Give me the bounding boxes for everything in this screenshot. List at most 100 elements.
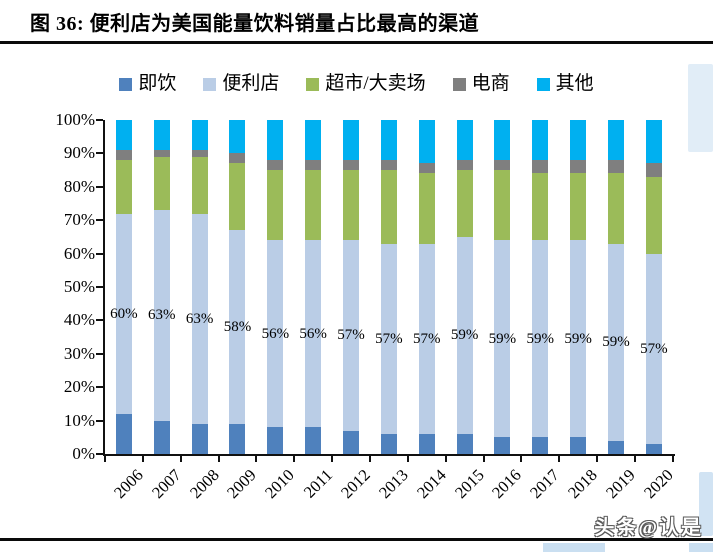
bar-segment-supermarket-hypermarket: [267, 170, 284, 241]
bar-segment-supermarket-hypermarket: [229, 163, 246, 231]
bar-segment-other: [532, 120, 549, 161]
bar-segment-other: [191, 120, 208, 151]
bar-segment-ecommerce: [532, 160, 549, 174]
x-axis-label: 2009: [223, 465, 261, 503]
bar-segment-convenience-store: [456, 236, 473, 434]
x-axis-label: 2017: [526, 465, 564, 503]
y-tick: [96, 286, 103, 288]
x-axis-label: 2006: [109, 465, 147, 503]
x-tick: [406, 456, 409, 462]
y-tick-label: 70%: [63, 210, 95, 230]
bar-segment-ready-to-drink: [305, 427, 322, 454]
x-axis-label: 2014: [412, 465, 450, 503]
legend-item-supermarket-hypermarket: 超市/大卖场: [306, 73, 426, 95]
bar-segment-other: [570, 120, 587, 161]
bar-segment-supermarket-hypermarket: [645, 176, 662, 254]
bar-segment-convenience-store: [153, 210, 170, 421]
bar-segment-supermarket-hypermarket: [305, 170, 322, 241]
x-axis-line: [103, 454, 675, 456]
y-tick: [96, 119, 103, 121]
bar-segment-ready-to-drink: [532, 437, 549, 454]
bottom-divider-line: [0, 538, 713, 541]
bar-value-label: 58%: [223, 319, 252, 336]
bar-value-label: 59%: [564, 330, 592, 347]
bar-segment-convenience-store: [532, 240, 549, 438]
bar-segment-ready-to-drink: [380, 433, 397, 454]
bar-segment-other: [305, 120, 322, 161]
bar-segment-other: [494, 120, 511, 161]
x-tick: [596, 456, 599, 462]
y-tick: [96, 319, 103, 322]
x-axis-label: 2015: [450, 465, 488, 503]
bar-value-label: 60%: [110, 305, 138, 322]
y-tick-label: 100%: [55, 110, 95, 129]
watermark-fragment: [688, 64, 713, 152]
bar-segment-ready-to-drink: [494, 437, 511, 454]
bar-segment-convenience-store: [191, 213, 208, 424]
bar-value-label: 57%: [640, 340, 668, 357]
watermark-fragment: [689, 543, 713, 552]
y-tick: [96, 219, 103, 222]
y-tick: [96, 386, 103, 389]
bar-segment-supermarket-hypermarket: [418, 173, 435, 244]
bar-segment-other: [456, 120, 473, 161]
legend-swatch-icon: [306, 77, 320, 91]
watermark-text: 头条@认是: [594, 517, 703, 539]
x-tick: [368, 456, 371, 462]
bar-segment-other: [418, 120, 435, 164]
x-axis-label: 2007: [147, 465, 185, 503]
x-axis-label: 2016: [488, 465, 526, 503]
bar-segment-ecommerce: [229, 153, 246, 164]
legend-swatch-icon: [452, 77, 466, 91]
bar-value-label: 56%: [261, 325, 290, 342]
bar-segment-convenience-store: [380, 243, 397, 434]
y-tick-label: 40%: [63, 310, 95, 330]
bar-value-label: 57%: [337, 327, 365, 344]
bar-segment-other: [115, 120, 132, 151]
bar-segment-supermarket-hypermarket: [494, 170, 511, 241]
y-tick-label: 20%: [63, 377, 95, 397]
bar-segment-supermarket-hypermarket: [607, 173, 624, 244]
y-tick: [96, 152, 103, 155]
bar-segment-ready-to-drink: [267, 427, 284, 454]
watermark-fragment: [543, 543, 605, 552]
bar-segment-convenience-store: [343, 240, 360, 431]
bar-segment-supermarket-hypermarket: [570, 173, 587, 241]
legend-item-ready-to-drink: 即饮: [119, 73, 176, 95]
y-tick: [96, 419, 103, 422]
legend-item-other: 其他: [536, 73, 594, 95]
bar-value-label: 57%: [412, 330, 441, 347]
bar-segment-other: [229, 120, 246, 154]
x-tick: [482, 456, 485, 462]
x-tick: [141, 456, 144, 462]
bar-segment-convenience-store: [267, 240, 284, 428]
x-axis-label: 2018: [564, 465, 601, 503]
x-axis-label: 2011: [299, 465, 336, 502]
legend-label: 其他: [555, 73, 594, 94]
bar-segment-supermarket-hypermarket: [153, 156, 170, 211]
bar-segment-ready-to-drink: [343, 430, 360, 454]
y-tick: [96, 185, 103, 188]
bar-segment-ready-to-drink: [418, 433, 435, 454]
y-tick-label: 60%: [63, 243, 95, 263]
bar-segment-ready-to-drink: [570, 437, 587, 454]
y-tick: [96, 252, 103, 255]
y-tick-label: 0%: [72, 444, 95, 463]
bar-segment-ecommerce: [115, 150, 132, 161]
legend-label: 便利店: [222, 73, 280, 94]
watermark-fragment: [699, 472, 713, 536]
bar-segment-ecommerce: [494, 160, 511, 171]
chart-legend: 即饮 便利店 超市/大卖场 电商 其他: [0, 73, 713, 95]
y-tick-label: 90%: [63, 143, 95, 163]
y-tick-label: 50%: [63, 277, 95, 296]
bar-value-label: 56%: [299, 325, 327, 342]
x-axis-label: 2019: [601, 465, 639, 503]
bar-segment-ecommerce: [343, 160, 360, 171]
bar-segment-other: [267, 120, 284, 161]
bar-segment-supermarket-hypermarket: [115, 160, 132, 214]
legend-swatch-icon: [536, 77, 550, 91]
bar-segment-ready-to-drink: [229, 423, 246, 454]
bar-value-label: 59%: [602, 334, 630, 351]
bar-segment-ecommerce: [456, 160, 473, 171]
